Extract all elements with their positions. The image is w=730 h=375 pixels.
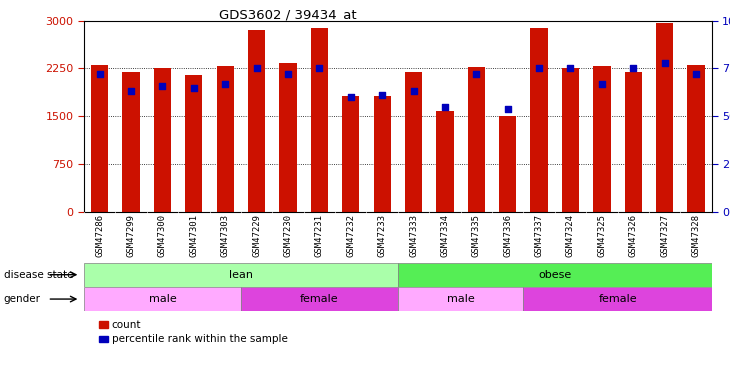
Point <box>314 65 326 71</box>
Bar <box>523 287 712 311</box>
Text: GSM47286: GSM47286 <box>95 214 104 257</box>
Bar <box>84 287 241 311</box>
Bar <box>374 96 391 212</box>
Point <box>345 94 356 100</box>
Text: GSM47337: GSM47337 <box>534 214 544 257</box>
Bar <box>531 28 548 212</box>
Text: female: female <box>300 294 339 304</box>
Bar <box>398 287 523 311</box>
Text: percentile rank within the sample: percentile rank within the sample <box>112 334 288 344</box>
Bar <box>311 28 328 212</box>
Point <box>439 104 451 110</box>
Point <box>157 82 169 88</box>
Bar <box>437 111 453 212</box>
Point <box>282 71 293 77</box>
Text: GSM47229: GSM47229 <box>252 214 261 257</box>
Bar <box>593 66 610 212</box>
Text: gender: gender <box>4 294 41 304</box>
Text: male: male <box>447 294 474 304</box>
Text: GSM47324: GSM47324 <box>566 214 575 257</box>
Bar <box>154 68 171 212</box>
Bar <box>217 66 234 212</box>
Point <box>596 81 607 87</box>
Point <box>407 88 419 94</box>
Text: GSM47326: GSM47326 <box>629 214 638 257</box>
Text: GSM47325: GSM47325 <box>597 214 607 257</box>
Text: GDS3602 / 39434_at: GDS3602 / 39434_at <box>219 8 357 21</box>
Point <box>627 65 639 71</box>
Text: GSM47233: GSM47233 <box>377 214 387 257</box>
Bar <box>241 287 398 311</box>
Bar <box>248 30 265 212</box>
Text: count: count <box>112 320 141 330</box>
Text: GSM47299: GSM47299 <box>126 214 136 257</box>
Bar <box>625 72 642 212</box>
Text: male: male <box>148 294 177 304</box>
Point <box>219 81 231 87</box>
Bar <box>405 72 422 212</box>
Text: female: female <box>599 294 637 304</box>
Text: GSM47328: GSM47328 <box>691 214 701 257</box>
Bar <box>91 64 108 212</box>
Text: GSM47231: GSM47231 <box>315 214 324 257</box>
Text: GSM47327: GSM47327 <box>660 214 669 257</box>
Bar <box>342 96 359 212</box>
Bar <box>280 63 296 212</box>
Text: lean: lean <box>229 270 253 280</box>
Point <box>188 85 200 91</box>
Point <box>533 65 545 71</box>
Bar <box>562 68 579 212</box>
Bar <box>499 116 516 212</box>
Point <box>658 60 670 66</box>
Point <box>251 65 263 71</box>
Text: GSM47301: GSM47301 <box>189 214 199 257</box>
Bar <box>468 67 485 212</box>
Bar <box>185 75 202 212</box>
Bar <box>123 72 139 212</box>
Text: GSM47334: GSM47334 <box>440 214 450 257</box>
Text: GSM47300: GSM47300 <box>158 214 167 257</box>
Text: disease state: disease state <box>4 270 73 280</box>
Text: GSM47232: GSM47232 <box>346 214 356 257</box>
Bar <box>688 64 704 212</box>
Point <box>565 65 577 71</box>
Point <box>126 88 137 94</box>
Point <box>93 71 106 77</box>
Bar <box>656 23 673 212</box>
Text: obese: obese <box>538 270 572 280</box>
Point <box>502 106 514 112</box>
Text: GSM47230: GSM47230 <box>283 214 293 257</box>
Bar <box>84 262 398 287</box>
Text: GSM47333: GSM47333 <box>409 214 418 257</box>
Text: GSM47336: GSM47336 <box>503 214 512 257</box>
Text: GSM47303: GSM47303 <box>220 214 230 257</box>
Point <box>690 71 702 77</box>
Text: GSM47335: GSM47335 <box>472 214 481 257</box>
Point <box>471 71 483 77</box>
Point <box>377 92 388 98</box>
Bar <box>398 262 712 287</box>
